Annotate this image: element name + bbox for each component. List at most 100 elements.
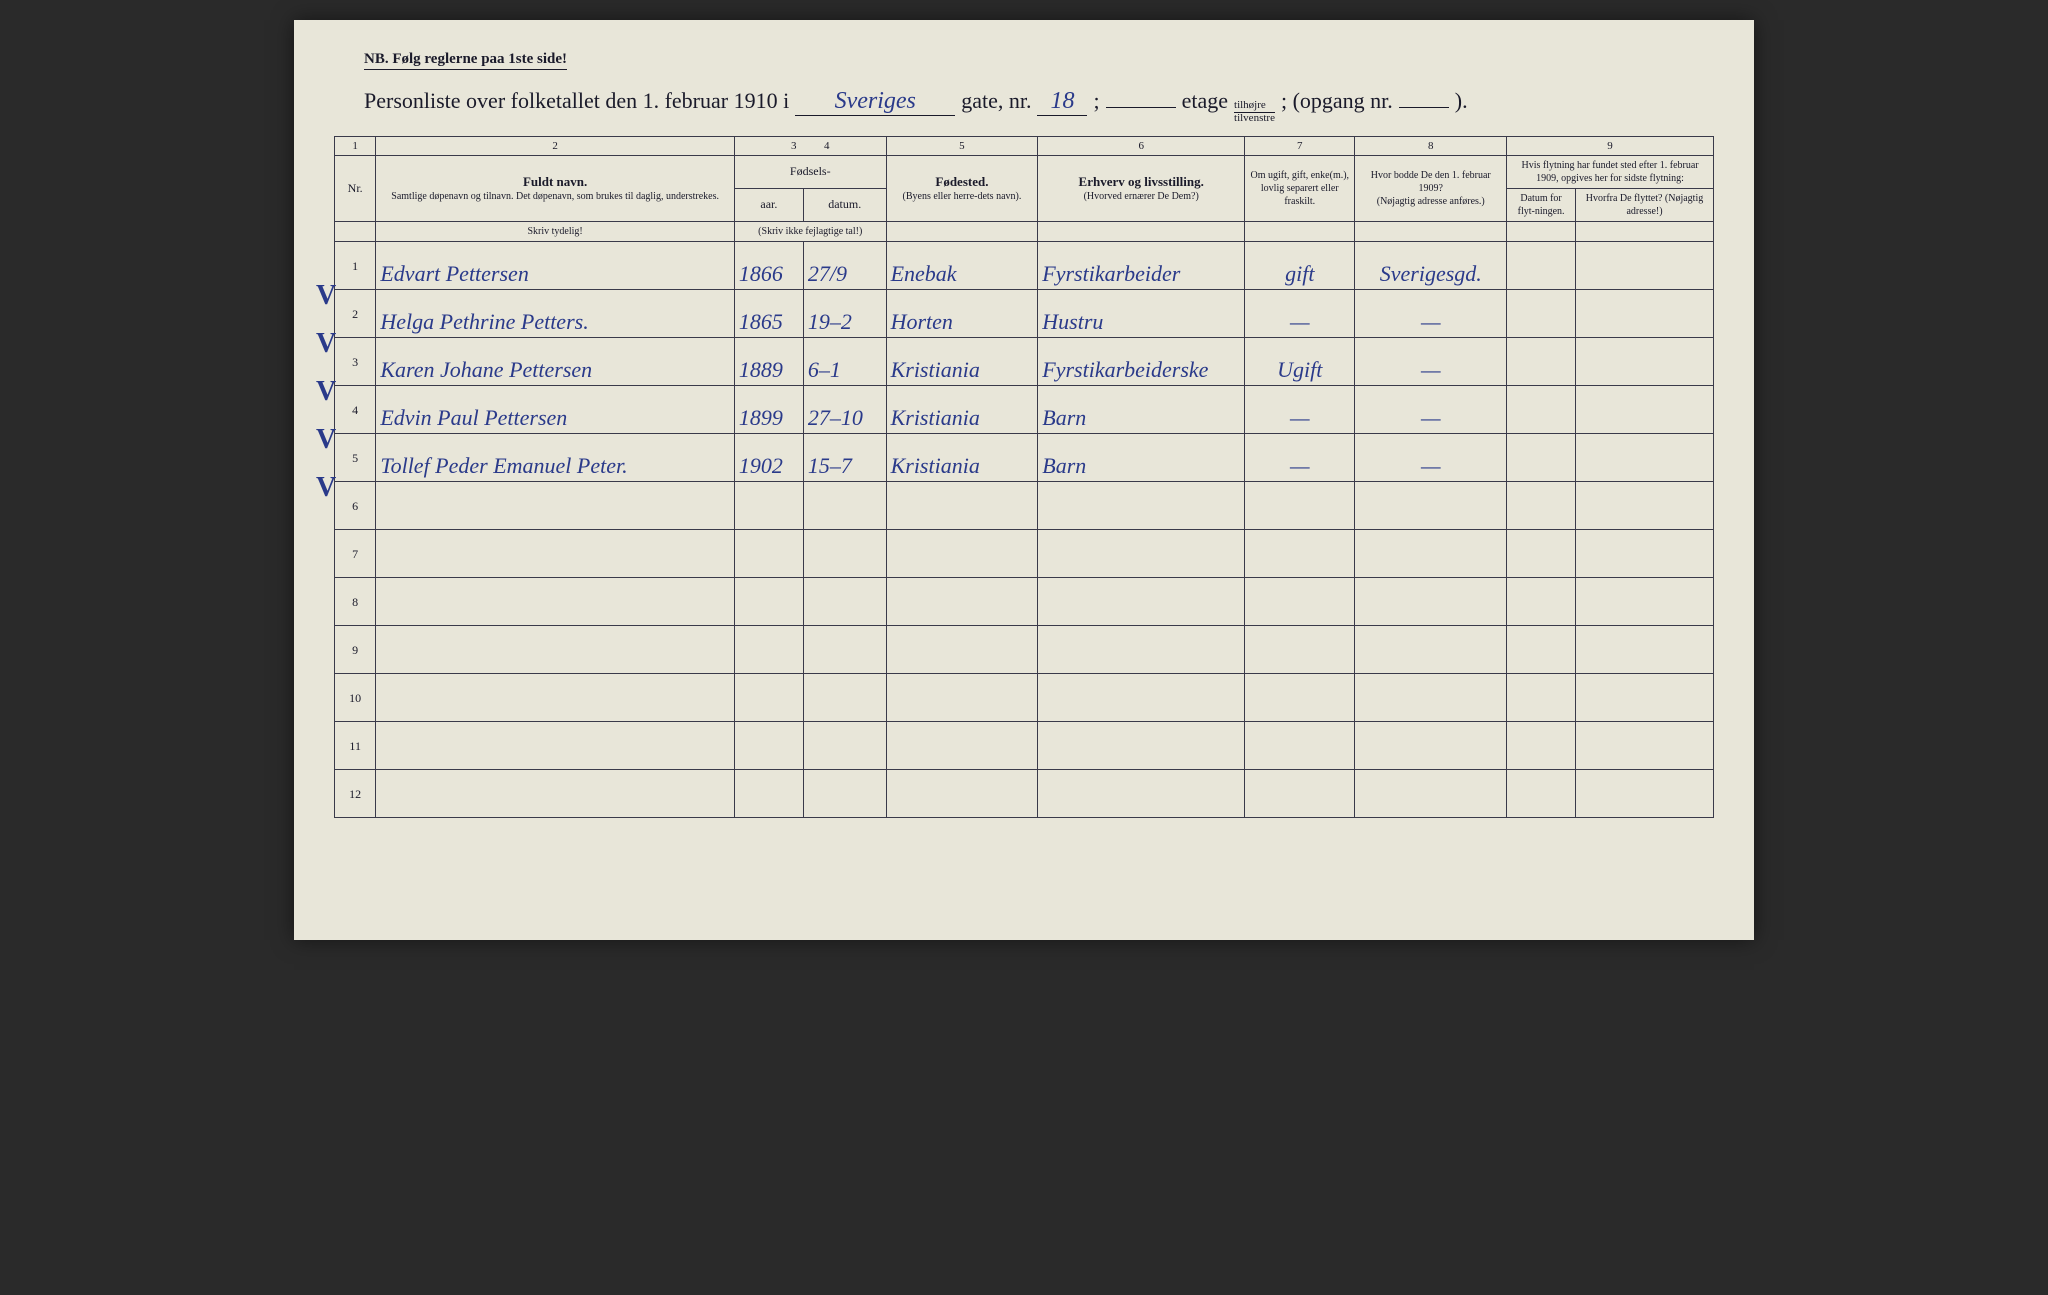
cell-name: Edvart Pettersen: [376, 242, 735, 290]
cell-place: Kristiania: [886, 386, 1038, 434]
colnum-1: 1: [335, 137, 376, 156]
table-row: 1Edvart Pettersen186627/9EnebakFyrstikar…: [335, 242, 1714, 290]
hdr-blank-1: [335, 222, 376, 242]
cell-status: [1245, 530, 1355, 578]
row-num: 10: [335, 674, 376, 722]
cell-occ: [1038, 578, 1245, 626]
table-row: 12: [335, 770, 1714, 818]
hdr-erhverv: Erhverv og livsstilling. (Hvorved ernære…: [1038, 156, 1245, 222]
cell-year: [734, 578, 803, 626]
cell-status: [1245, 722, 1355, 770]
checkmark-icon: V: [316, 328, 336, 360]
cell-name: Karen Johane Pettersen: [376, 338, 735, 386]
hdr-nr: Nr.: [335, 156, 376, 222]
table-row: 4Edvin Paul Pettersen189927–10Kristiania…: [335, 386, 1714, 434]
hdr-fodested: Fødested. (Byens eller herre-dets navn).: [886, 156, 1038, 222]
gate-label: gate, nr.: [961, 88, 1031, 114]
census-table: 1 2 3 4 5 6 7 8 9 Nr. Fuldt navn. Samtli…: [334, 136, 1714, 818]
cell-name: [376, 578, 735, 626]
row-num: 4: [335, 386, 376, 434]
row-num: 9: [335, 626, 376, 674]
hdr-fodested-s: (Byens eller herre-dets navn).: [891, 190, 1034, 203]
cell-occ: Hustru: [1038, 290, 1245, 338]
hdr-navn-sub: Samtlige døpenavn og tilnavn. Det døpena…: [380, 190, 730, 203]
table-row: 5Tollef Peder Emanuel Peter.190215–7Kris…: [335, 434, 1714, 482]
cell-place: Kristiania: [886, 434, 1038, 482]
column-number-row: 1 2 3 4 5 6 7 8 9: [335, 137, 1714, 156]
cell-occ: [1038, 626, 1245, 674]
cell-year: 1889: [734, 338, 803, 386]
cell-flyt-fra: [1576, 242, 1714, 290]
cell-occ: Fyrstikarbeider: [1038, 242, 1245, 290]
colnum-9: 9: [1507, 137, 1714, 156]
table-row: 2Helga Pethrine Petters.186519–2HortenHu…: [335, 290, 1714, 338]
title-close: ).: [1455, 88, 1468, 114]
table-row: 6: [335, 482, 1714, 530]
hdr-blank-6: [1038, 222, 1245, 242]
hdr-bodde-s: (Nøjagtig adresse anføres.): [1359, 195, 1502, 208]
title-prefix: Personliste over folketallet den 1. febr…: [364, 88, 789, 114]
cell-occ: Fyrstikarbeiderske: [1038, 338, 1245, 386]
cell-name: Edvin Paul Pettersen: [376, 386, 735, 434]
checkmark-icon: V: [316, 472, 336, 504]
row-num: 8: [335, 578, 376, 626]
row-num: 3: [335, 338, 376, 386]
cell-year: 1899: [734, 386, 803, 434]
cell-flyt-datum: [1507, 338, 1576, 386]
title-line: Personliste over folketallet den 1. febr…: [334, 88, 1714, 124]
cell-occ: [1038, 530, 1245, 578]
cell-flyt-fra: [1576, 290, 1714, 338]
header-row-3: Skriv tydelig! (Skriv ikke fejlagtige ta…: [335, 222, 1714, 242]
cell-flyt-fra: [1576, 722, 1714, 770]
cell-flyt-fra: [1576, 626, 1714, 674]
cell-year: [734, 770, 803, 818]
cell-status: —: [1245, 290, 1355, 338]
table-row: 9: [335, 626, 1714, 674]
hoejre-venstre-fraction: tilhøjre tilvenstre: [1234, 100, 1275, 124]
cell-flyt-datum: [1507, 722, 1576, 770]
header-row-1: Nr. Fuldt navn. Samtlige døpenavn og til…: [335, 156, 1714, 189]
cell-date: 6–1: [803, 338, 886, 386]
cell-flyt-fra: [1576, 578, 1714, 626]
cell-occ: Barn: [1038, 386, 1245, 434]
row-num: 1: [335, 242, 376, 290]
opgang-nr-fill: [1399, 107, 1449, 108]
cell-occ: Barn: [1038, 434, 1245, 482]
table-row: 10: [335, 674, 1714, 722]
etage-label: etage: [1182, 88, 1228, 114]
cell-year: 1866: [734, 242, 803, 290]
cell-addr: [1355, 578, 1507, 626]
checkmark-icon: V: [316, 280, 336, 312]
hdr-bodde-t: Hvor bodde De den 1. februar 1909?: [1359, 169, 1502, 195]
table-row: 11: [335, 722, 1714, 770]
hdr-blank-5: [886, 222, 1038, 242]
cell-status: [1245, 770, 1355, 818]
row-num: 5: [335, 434, 376, 482]
cell-flyt-datum: [1507, 434, 1576, 482]
cell-year: [734, 530, 803, 578]
frac-bot: tilvenstre: [1234, 113, 1275, 124]
hdr-fodsels: Fødsels-: [734, 156, 886, 189]
etage-blank: [1106, 107, 1176, 108]
hdr-flyt-datum: Datum for flyt-ningen.: [1507, 189, 1576, 222]
colnum-2: 2: [376, 137, 735, 156]
cell-flyt-fra: [1576, 482, 1714, 530]
cell-place: [886, 530, 1038, 578]
cell-date: [803, 770, 886, 818]
cell-flyt-fra: [1576, 770, 1714, 818]
cn3: 3: [791, 140, 797, 152]
cell-flyt-datum: [1507, 242, 1576, 290]
cell-occ: [1038, 722, 1245, 770]
cell-year: [734, 674, 803, 722]
cell-occ: [1038, 674, 1245, 722]
table-body: 1Edvart Pettersen186627/9EnebakFyrstikar…: [335, 242, 1714, 818]
cell-addr: Sverigesgd.: [1355, 242, 1507, 290]
cell-status: —: [1245, 386, 1355, 434]
row-num: 2: [335, 290, 376, 338]
hdr-fodsels-sub: (Skriv ikke fejlagtige tal!): [734, 222, 886, 242]
checkmark-icon: V: [316, 424, 336, 456]
hdr-bodde: Hvor bodde De den 1. februar 1909? (Nøja…: [1355, 156, 1507, 222]
cell-status: Ugift: [1245, 338, 1355, 386]
cell-place: Enebak: [886, 242, 1038, 290]
cell-year: 1865: [734, 290, 803, 338]
